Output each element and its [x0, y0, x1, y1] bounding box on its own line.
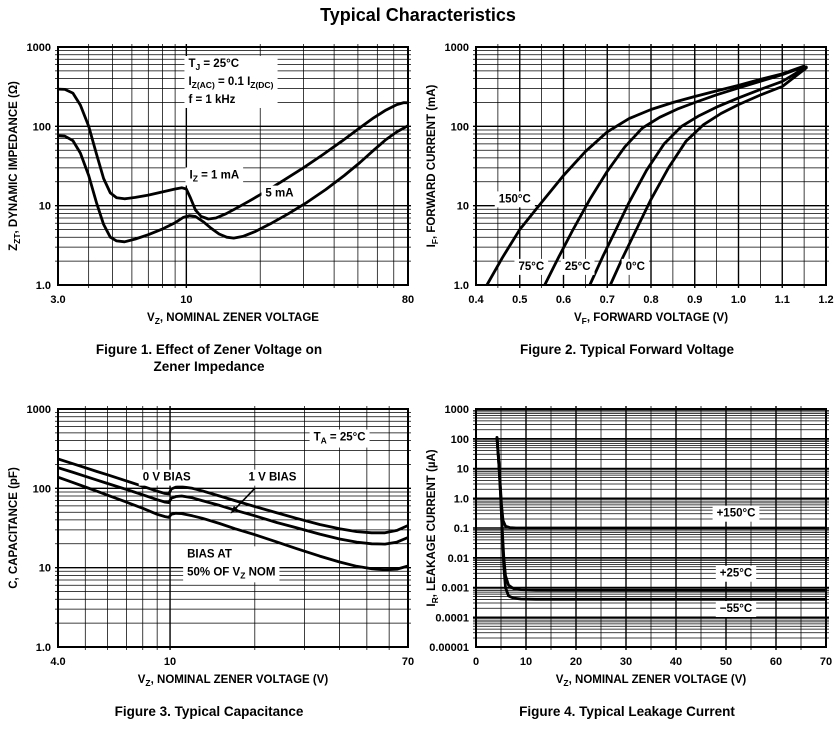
svg-text:0.0001: 0.0001 [435, 612, 469, 624]
svg-text:0.5: 0.5 [512, 294, 527, 306]
svg-text:BIAS AT: BIAS AT [187, 548, 232, 560]
svg-text:IF, FORWARD CURRENT (mA): IF, FORWARD CURRENT (mA) [426, 84, 440, 247]
svg-text:10: 10 [180, 294, 192, 306]
svg-text:1.0: 1.0 [454, 280, 469, 292]
svg-text:1000: 1000 [445, 42, 469, 54]
svg-text:100: 100 [451, 434, 469, 446]
svg-text:50: 50 [720, 656, 732, 668]
svg-text:10: 10 [39, 201, 51, 213]
svg-text:VZ, NOMINAL ZENER VOLTAGE (V): VZ, NOMINAL ZENER VOLTAGE (V) [556, 674, 747, 688]
figure-4: +150°C +25°C −55°C 0 10 20 30 40 50 60 70 1000 100 10… [420, 395, 834, 720]
svg-text:70: 70 [820, 656, 832, 668]
svg-text:1000: 1000 [27, 404, 51, 416]
figure-4-caption-line-1: Figure 4. Typical Leakage Current [519, 704, 735, 719]
svg-text:TJ = 25°C: TJ = 25°C [188, 58, 239, 72]
svg-text:10: 10 [457, 201, 469, 213]
svg-text:0.7: 0.7 [600, 294, 615, 306]
svg-text:IZ(AC) = 0.1 IZ(DC): IZ(AC) = 0.1 IZ(DC) [188, 76, 273, 90]
figure-4-chart: +150°C +25°C −55°C 0 10 20 30 40 50 60 70 1000 100 10… [426, 404, 832, 688]
figure-1-caption: Figure 1. Effect of Zener Voltage on Zen… [2, 341, 416, 375]
figure-1: TJ = 25°C IZ(AC) = 0.1 IZ(DC) f = 1 kHz IZ … [2, 33, 416, 375]
svg-text:3.0: 3.0 [50, 294, 65, 306]
svg-text:IZ = 1 mA: IZ = 1 mA [189, 170, 239, 184]
svg-text:1.2: 1.2 [818, 294, 833, 306]
svg-text:f = 1 kHz: f = 1 kHz [188, 94, 235, 106]
figure-3-caption-line-1: Figure 3. Typical Capacitance [114, 704, 304, 719]
svg-text:100: 100 [451, 121, 469, 133]
svg-text:ZZT, DYNAMIC IMPEDANCE (Ω): ZZT, DYNAMIC IMPEDANCE (Ω) [8, 81, 22, 251]
svg-text:1.0: 1.0 [36, 280, 51, 292]
figure-3-caption: Figure 3. Typical Capacitance [2, 703, 416, 720]
svg-text:70: 70 [402, 656, 414, 668]
svg-text:TA = 25°C: TA = 25°C [314, 432, 366, 446]
svg-text:5 mA: 5 mA [265, 188, 293, 200]
page-title: Typical Characteristics [320, 5, 516, 25]
svg-text:150°C: 150°C [499, 193, 531, 205]
svg-text:20: 20 [570, 656, 582, 668]
svg-text:1 V BIAS: 1 V BIAS [249, 472, 297, 484]
svg-text:1.0: 1.0 [731, 294, 746, 306]
figure-2-caption-line-1: Figure 2. Typical Forward Voltage [519, 342, 735, 357]
svg-text:VZ, NOMINAL ZENER VOLTAGE: VZ, NOMINAL ZENER VOLTAGE [147, 312, 319, 326]
figure-3-chart: TA = 25°C 0 V BIAS 1 V BIAS BIAS AT 50% OF V… [8, 404, 414, 688]
figure-2-chart: 150°C 75°C 25°C 0°C 0.4 0.5 0.6 0.7 0.8 0.9 1.0 1.1… [426, 42, 834, 326]
figure-1-caption-line-1: Figure 1. Effect of Zener Voltage on [95, 342, 323, 357]
svg-text:10: 10 [457, 464, 469, 476]
svg-text:+25°C: +25°C [720, 568, 752, 580]
svg-text:100: 100 [33, 121, 51, 133]
svg-text:IR, LEAKAGE CURRENT (µA): IR, LEAKAGE CURRENT (µA) [426, 449, 440, 606]
svg-text:0: 0 [473, 656, 479, 668]
figure-2-caption: Figure 2. Typical Forward Voltage [420, 341, 834, 358]
svg-text:4.0: 4.0 [50, 656, 65, 668]
svg-text:0.00001: 0.00001 [429, 642, 469, 654]
svg-text:25°C: 25°C [565, 261, 591, 273]
svg-text:0 V BIAS: 0 V BIAS [143, 472, 191, 484]
figure-1-chart: TJ = 25°C IZ(AC) = 0.1 IZ(DC) f = 1 kHz IZ … [8, 42, 414, 326]
svg-text:1.0: 1.0 [454, 493, 469, 505]
svg-text:VF, FORWARD VOLTAGE (V): VF, FORWARD VOLTAGE (V) [574, 312, 728, 326]
svg-text:1.1: 1.1 [775, 294, 790, 306]
svg-text:0.6: 0.6 [556, 294, 571, 306]
svg-text:0.4: 0.4 [468, 294, 484, 306]
svg-text:60: 60 [770, 656, 782, 668]
svg-text:0.01: 0.01 [448, 553, 469, 565]
svg-text:40: 40 [670, 656, 682, 668]
figure-2: 150°C 75°C 25°C 0°C 0.4 0.5 0.6 0.7 0.8 0.9 1.0 1.1… [420, 33, 834, 358]
svg-text:80: 80 [402, 294, 414, 306]
svg-text:1.0: 1.0 [36, 642, 51, 654]
svg-text:10: 10 [164, 656, 176, 668]
svg-text:0.9: 0.9 [687, 294, 702, 306]
svg-text:30: 30 [620, 656, 632, 668]
svg-text:1000: 1000 [445, 404, 469, 416]
svg-text:0°C: 0°C [626, 261, 645, 273]
svg-text:10: 10 [520, 656, 532, 668]
svg-text:10: 10 [39, 563, 51, 575]
svg-text:100: 100 [33, 483, 51, 495]
svg-text:−55°C: −55°C [720, 603, 752, 615]
svg-text:VZ, NOMINAL ZENER VOLTAGE (V): VZ, NOMINAL ZENER VOLTAGE (V) [138, 674, 329, 688]
svg-text:C, CAPACITANCE (pF): C, CAPACITANCE (pF) [8, 467, 20, 589]
svg-text:0.001: 0.001 [441, 583, 469, 595]
figure-1-caption-line-2: Zener Impedance [153, 359, 265, 374]
svg-text:0.8: 0.8 [643, 294, 658, 306]
svg-text:+150°C: +150°C [717, 508, 756, 520]
figure-4-caption: Figure 4. Typical Leakage Current [420, 703, 834, 720]
svg-text:0.1: 0.1 [454, 523, 469, 535]
svg-text:75°C: 75°C [518, 261, 544, 273]
figure-3: TA = 25°C 0 V BIAS 1 V BIAS BIAS AT 50% OF V… [2, 395, 416, 720]
svg-text:50% OF VZ NOM: 50% OF VZ NOM [187, 566, 275, 580]
svg-text:1000: 1000 [27, 42, 51, 54]
